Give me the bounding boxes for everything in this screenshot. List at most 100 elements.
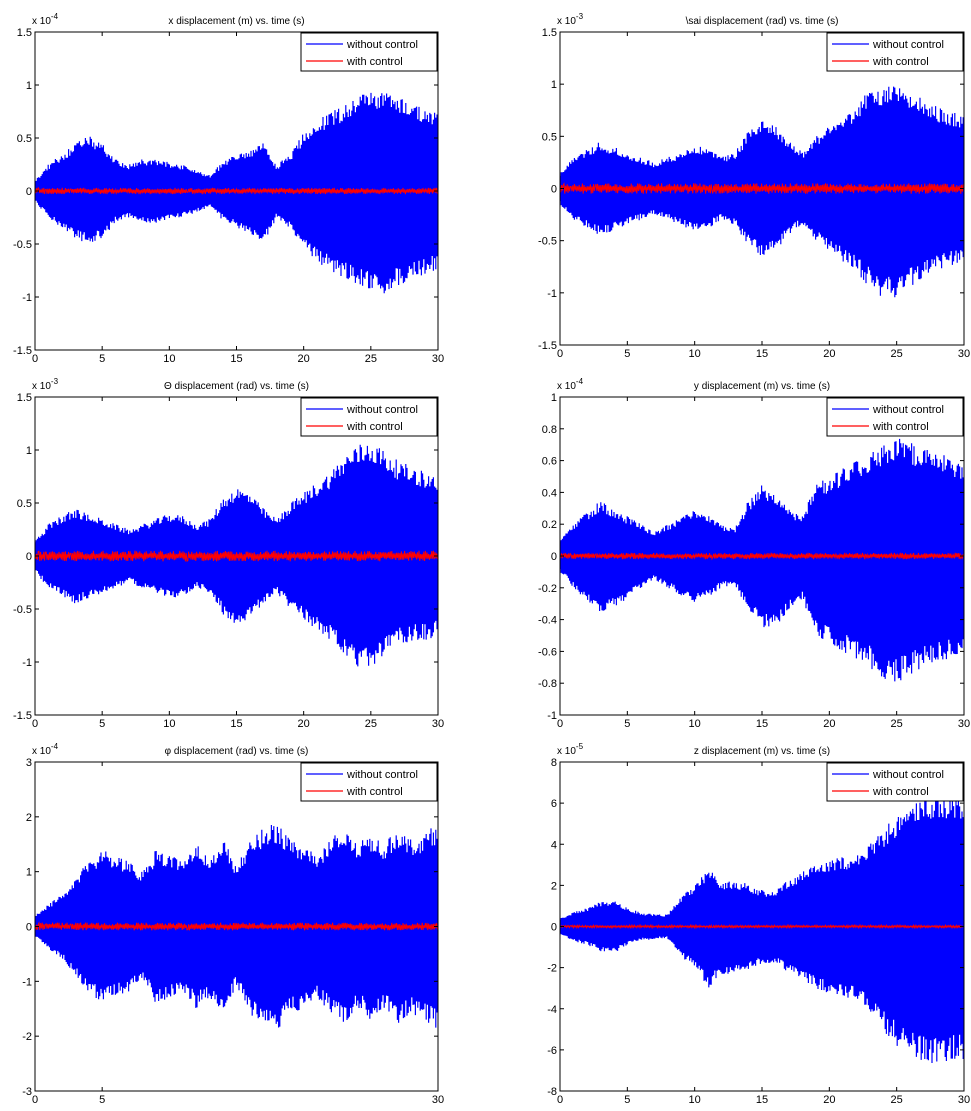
y-tick-label: 1.5 <box>17 392 32 404</box>
y-tick-label: -0.4 <box>538 615 557 627</box>
x-tick-label: 30 <box>432 1094 444 1106</box>
y-tick-label: 0 <box>26 922 32 934</box>
y-tick-label: -1.5 <box>13 345 32 357</box>
legend: without control with control <box>300 397 438 437</box>
y-tick-label: 0.8 <box>542 424 557 436</box>
y-tick-label: 0.5 <box>542 131 557 143</box>
legend-entry-with-control-label: with control <box>346 421 403 433</box>
y-tick-label: 3 <box>26 757 32 769</box>
legend-entry-with-control-label: with control <box>872 421 929 433</box>
y-tick-label: 2 <box>551 880 557 892</box>
legend: without control with control <box>300 762 438 802</box>
x-tick-label: 10 <box>163 718 175 730</box>
x-tick-label: 5 <box>624 718 630 730</box>
y-tick-label: 8 <box>551 757 557 769</box>
plot-layer <box>560 438 964 682</box>
y-tick-label: 4 <box>551 839 557 851</box>
y-exponent-label: x 10-4 <box>32 12 59 27</box>
x-tick-label: 15 <box>756 348 768 360</box>
y-tick-label: 2 <box>26 812 32 824</box>
x-tick-label: 0 <box>32 353 38 365</box>
x-tick-label: 10 <box>163 353 175 365</box>
chart-title: φ displacement (rad) vs. time (s) <box>165 746 309 757</box>
x-tick-label: 5 <box>99 718 105 730</box>
y-tick-label: -3 <box>22 1086 32 1098</box>
chart-panel-3: 0 5 10 15 20 25 30 -1.5 -1 -0.5 0 0.5 1 1.5x 10-3 Θ di… <box>13 377 444 730</box>
plot-layer <box>560 791 964 1063</box>
chart-panel-2: 0 5 10 15 20 25 30 -1.5 -1 -0.5 0 0.5 1 1.5x 10-3 \sai… <box>538 12 970 360</box>
x-tick-label: 25 <box>891 348 903 360</box>
y-exponent-power: -4 <box>576 377 584 386</box>
y-exponent-power: -5 <box>576 742 584 751</box>
chart-title: Θ displacement (rad) vs. time (s) <box>164 381 309 392</box>
x-tick-label: 30 <box>432 718 444 730</box>
y-tick-label: 0.5 <box>17 498 32 510</box>
chart-panel-5: 0 5 30 -3 -2 -1 0 1 2 3x 10-4 φ displacement (rad)… <box>22 742 444 1106</box>
legend: without control with control <box>826 32 964 72</box>
x-tick-label: 20 <box>823 1094 835 1106</box>
x-tick-label: 10 <box>689 718 701 730</box>
legend-box <box>300 32 438 72</box>
plot-layer <box>35 92 438 294</box>
x-tick-label: 20 <box>823 348 835 360</box>
chart-panel-6: 0 5 10 15 20 25 30 -8 -6 -4 -2 0 2 4 6 8x 10-5 z displac… <box>547 742 970 1106</box>
y-tick-label: -0.2 <box>538 583 557 595</box>
legend: without control with control <box>826 397 964 437</box>
x-tick-label: 5 <box>624 348 630 360</box>
chart-title: y displacement (m) vs. time (s) <box>694 381 830 392</box>
x-tick-label: 0 <box>557 1094 563 1106</box>
y-exponent-label: x 10-4 <box>32 742 59 757</box>
legend-box <box>300 762 438 802</box>
y-tick-label: 1 <box>551 392 557 404</box>
y-exponent-power: -3 <box>51 377 59 386</box>
y-tick-label: -1 <box>547 288 557 300</box>
y-tick-label: 0.2 <box>542 519 557 531</box>
x-tick-label: 15 <box>756 718 768 730</box>
y-tick-label: 0 <box>551 184 557 196</box>
y-exponent-label: x 10-5 <box>557 742 584 757</box>
legend-entry-without-control-label: without control <box>346 39 418 51</box>
x-tick-label: 20 <box>298 718 310 730</box>
x-tick-label: 30 <box>432 353 444 365</box>
x-tick-label: 0 <box>557 718 563 730</box>
y-tick-label: 0 <box>551 922 557 934</box>
legend-box <box>826 762 964 802</box>
legend-box <box>300 397 438 437</box>
x-tick-label: 30 <box>958 1094 970 1106</box>
y-tick-label: -0.5 <box>13 604 32 616</box>
y-tick-label: -6 <box>547 1045 557 1057</box>
x-tick-label: 5 <box>99 1094 105 1106</box>
y-tick-label: 1 <box>26 445 32 457</box>
y-tick-label: 0.4 <box>542 487 557 499</box>
y-tick-label: 0.5 <box>17 133 32 145</box>
x-tick-label: 25 <box>891 1094 903 1106</box>
y-tick-label: 1 <box>26 80 32 92</box>
legend-entry-without-control-label: without control <box>872 39 944 51</box>
series-line-with-control <box>35 921 438 931</box>
legend-entry-without-control-label: without control <box>872 769 944 781</box>
x-tick-label: 0 <box>557 348 563 360</box>
y-tick-label: 1.5 <box>17 27 32 39</box>
x-tick-label: 30 <box>958 348 970 360</box>
legend-entry-without-control-label: without control <box>346 769 418 781</box>
y-tick-label: -0.5 <box>13 239 32 251</box>
y-tick-label: -1 <box>22 657 32 669</box>
y-tick-label: 1 <box>26 867 32 879</box>
series-line-with-control <box>560 182 964 194</box>
chart-panel-1: 0 5 10 15 20 25 30 -1.5 -1 -0.5 0 0.5 1 1.5x 10-4 x di… <box>13 12 444 365</box>
x-tick-label: 25 <box>365 718 377 730</box>
legend-box <box>826 32 964 72</box>
legend: without control with control <box>826 762 964 802</box>
plot-layer <box>35 825 438 1028</box>
y-exponent-label: x 10-3 <box>32 377 59 392</box>
y-tick-label: -8 <box>547 1086 557 1098</box>
y-tick-label: 0 <box>26 551 32 563</box>
y-exponent-power: -4 <box>51 12 59 21</box>
y-tick-label: 0 <box>26 186 32 198</box>
y-tick-label: 6 <box>551 798 557 810</box>
x-tick-label: 25 <box>365 353 377 365</box>
x-tick-label: 30 <box>958 718 970 730</box>
y-tick-label: 0.6 <box>542 456 557 468</box>
y-tick-label: -1 <box>22 976 32 988</box>
